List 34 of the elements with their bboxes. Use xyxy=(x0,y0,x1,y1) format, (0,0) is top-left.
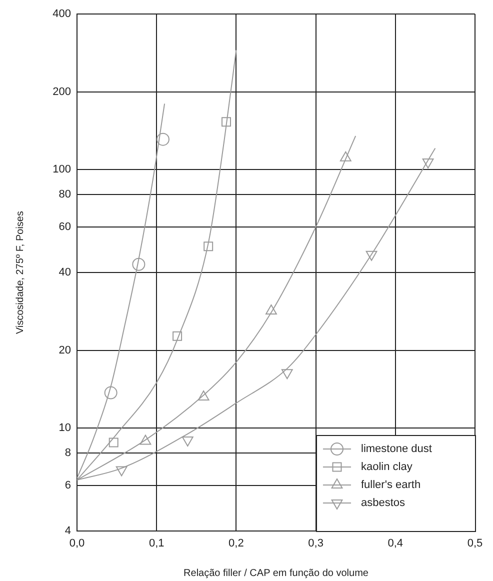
y-axis-title: Viscosidade, 275º F, Poises xyxy=(14,211,26,334)
point xyxy=(204,242,214,252)
x-tick-label: 0,2 xyxy=(228,538,244,550)
y-tick-label: 4 xyxy=(64,525,71,538)
y-tick-label: 100 xyxy=(52,164,71,176)
x-tick-label: 0,5 xyxy=(467,538,483,550)
point xyxy=(108,438,118,448)
legend-label: fuller's earth xyxy=(361,479,421,492)
x-tick-label: 0,0 xyxy=(69,538,85,550)
y-tick-label: 20 xyxy=(58,344,71,356)
point xyxy=(104,386,118,400)
legend-label: kaolin clay xyxy=(361,461,413,474)
legend-label: asbestos xyxy=(361,497,406,510)
y-tick-label: 200 xyxy=(52,86,71,98)
point xyxy=(132,258,146,271)
point xyxy=(182,436,194,446)
x-tick-label: 0,3 xyxy=(308,538,324,550)
point xyxy=(281,369,293,380)
x-axis-title: Relação filler / CAP em função do volume xyxy=(184,568,369,579)
x-tick-label: 0,4 xyxy=(388,538,404,550)
y-tick-label: 6 xyxy=(64,480,71,492)
x-tick-label: 0,1 xyxy=(148,538,164,550)
legend-label: limestone dust xyxy=(361,443,432,456)
point xyxy=(222,117,231,127)
y-tick-label: 40 xyxy=(58,266,71,279)
point xyxy=(116,466,128,476)
y-tick-label: 80 xyxy=(58,188,71,201)
y-tick-label: 60 xyxy=(58,221,71,234)
y-tick-label: 400 xyxy=(52,8,71,20)
y-tick-label: 10 xyxy=(58,422,71,434)
y-tick-label: 8 xyxy=(64,447,71,460)
point xyxy=(172,331,182,341)
point xyxy=(156,132,170,146)
point xyxy=(366,250,378,261)
